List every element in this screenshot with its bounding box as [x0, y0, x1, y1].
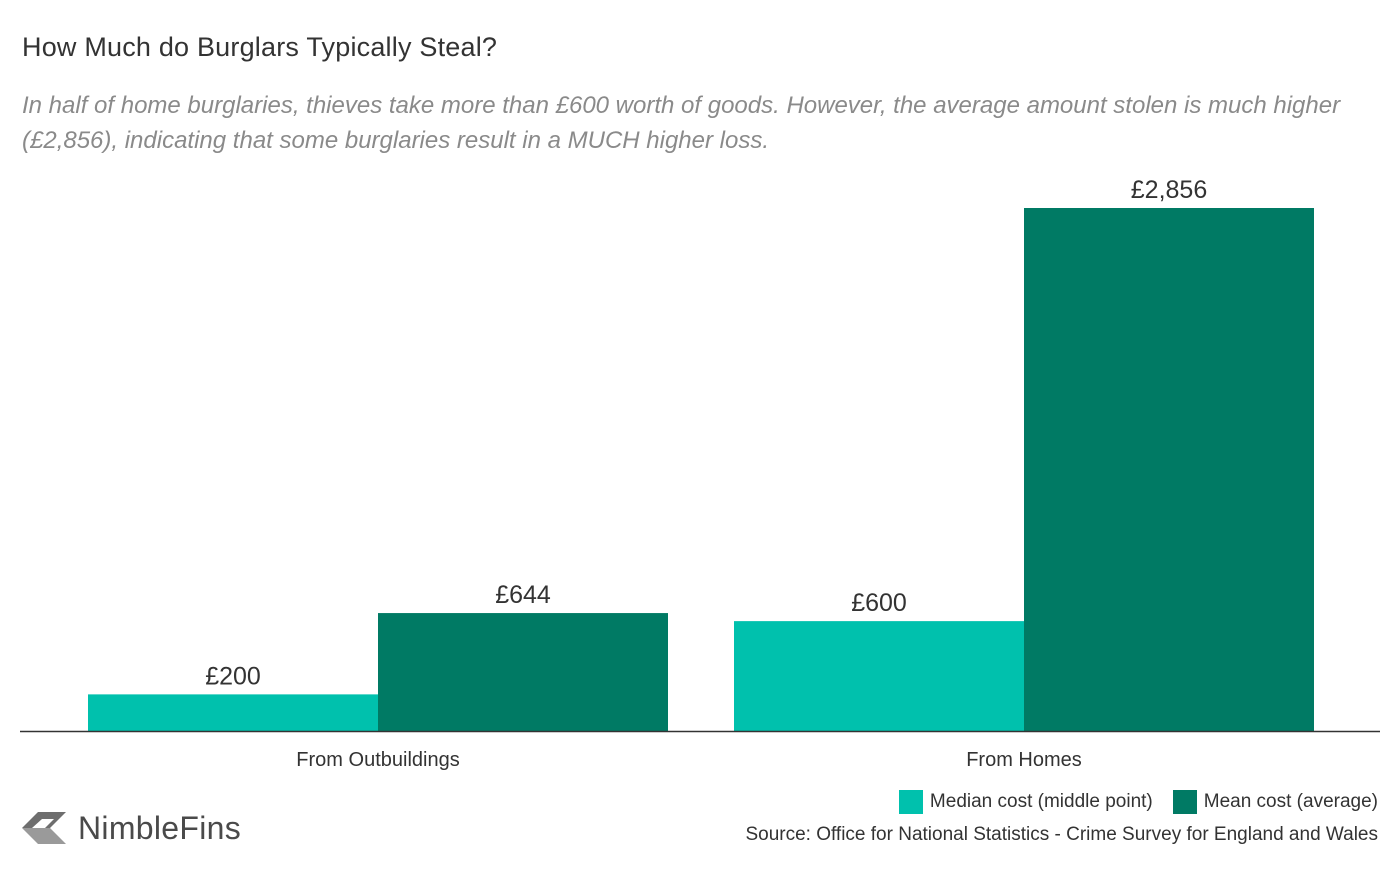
chart-subtitle: In half of home burglaries, thieves take… [22, 92, 1341, 154]
chart-title: How Much do Burglars Typically Steal? [22, 32, 498, 62]
legend-swatch-median [898, 790, 923, 814]
data-label-mean-0: £644 [495, 581, 551, 609]
x-tick-label-1: From Homes [966, 749, 1082, 771]
legend: Median cost (middle point) Mean cost (av… [879, 790, 1378, 814]
data-label-median-0: £200 [205, 662, 261, 690]
bar-mean-0 [378, 613, 668, 731]
legend-item-median: Median cost (middle point) [898, 790, 1153, 814]
logo-wordmark: NimbleFins [78, 809, 242, 846]
legend-label-mean: Mean cost (average) [1203, 791, 1378, 812]
bar-mean-1 [1024, 208, 1314, 731]
bar-median-0 [88, 694, 378, 731]
source-note: Source: Office for National Statistics -… [745, 824, 1378, 845]
legend-label-median: Median cost (middle point) [929, 791, 1153, 812]
bar-median-1 [734, 621, 1024, 731]
nimblefins-fin-icon [22, 812, 66, 844]
nimblefins-logo: NimbleFins [20, 808, 241, 848]
bar-chart: £200 £644 From Outbuildings £600 £2,856 From … [20, 176, 1380, 771]
x-tick-label-0: From Outbuildings [296, 749, 459, 771]
legend-item-mean: Mean cost (average) [1172, 790, 1378, 814]
legend-swatch-mean [1172, 790, 1197, 814]
data-label-median-1: £600 [851, 589, 907, 617]
data-label-mean-1: £2,856 [1131, 176, 1207, 204]
